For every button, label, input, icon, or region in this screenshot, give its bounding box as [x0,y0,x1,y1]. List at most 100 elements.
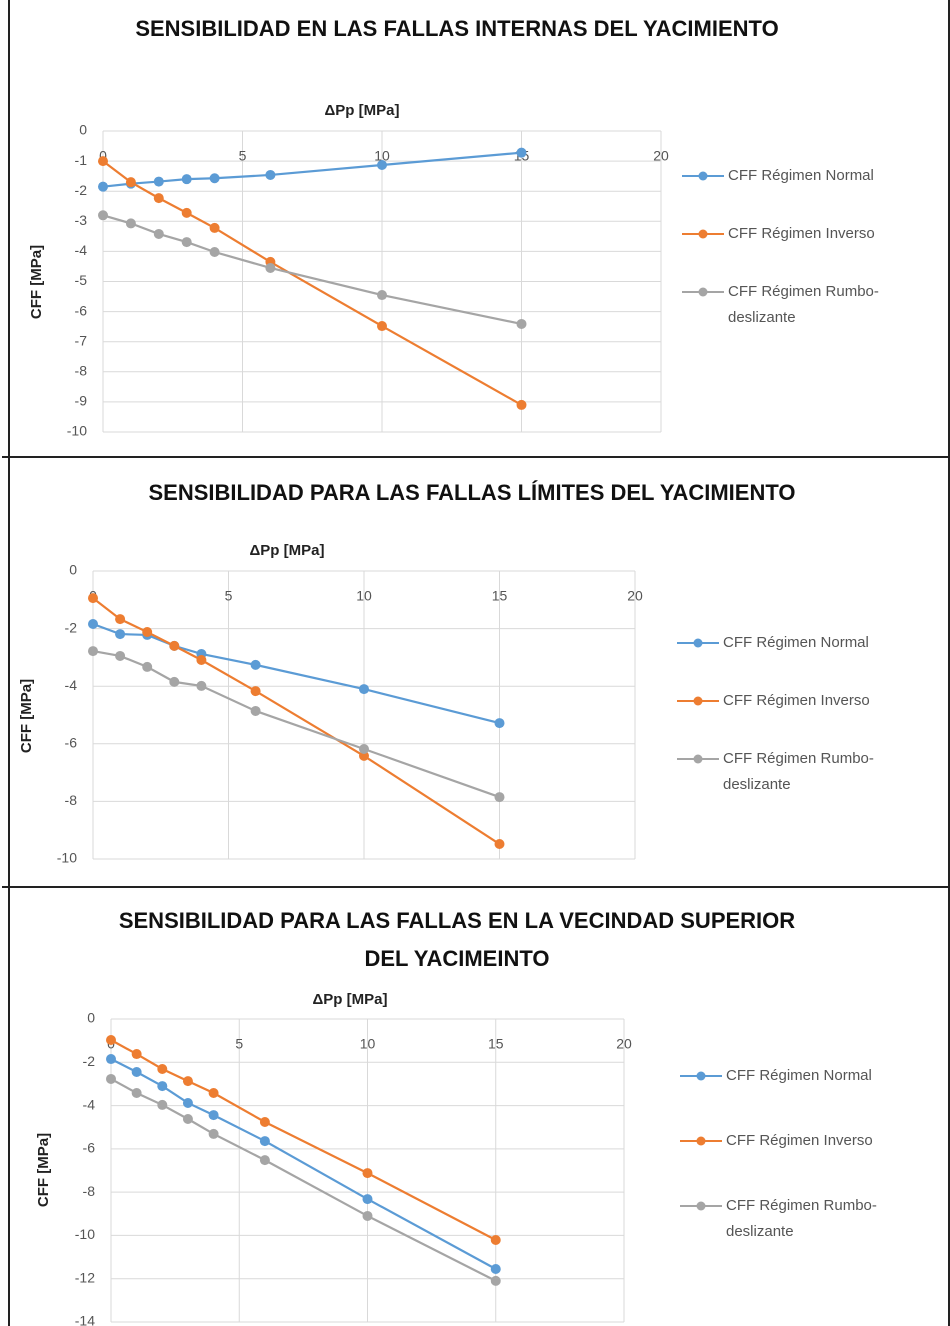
data-point [516,318,527,329]
data-point [157,1081,168,1092]
data-point [182,1076,193,1087]
x-axis-title: ΔPp [MPa] [313,991,388,1008]
y-tick-label: -14 [75,1313,95,1326]
data-point [196,654,207,665]
legend-swatch-dot [698,171,708,181]
chart-title: SENSIBILIDAD PARA LAS FALLAS EN LA VECIN… [118,908,796,971]
legend-entry: CFF Régimen Inverso [680,1128,916,1154]
y-tick-label: -7 [75,332,88,348]
data-point [209,247,220,258]
y-tick-label: -2 [83,1053,96,1069]
data-point [98,156,108,167]
y-axis-title: CFF [MPa] [35,1133,52,1207]
legend-entry: CFF Régimen Normal [677,630,913,656]
legend-swatch [680,1201,722,1211]
data-point [250,705,261,716]
plot: 0-1-2-3-4-5-6-7-8-9-1005101520ΔPp [MPa]C… [28,102,669,439]
legend-swatch [680,1071,722,1081]
data-point [208,1110,219,1121]
legend-swatch-dot [698,287,708,297]
data-point [494,718,505,729]
legend-entry: CFF Régimen Normal [682,163,918,189]
series-line [110,1039,497,1241]
data-point [125,177,136,188]
data-point [359,684,369,695]
legend-entry: CFF Régimen Rumbo-deslizante [682,279,918,331]
legend-label: CFF Régimen Rumbo-deslizante [723,750,874,793]
data-point [106,1073,116,1084]
data-point [490,1234,501,1245]
data-point [259,1155,270,1166]
series-line [110,1077,497,1282]
y-tick-label: 0 [69,562,77,578]
x-tick-label: 20 [627,588,643,604]
data-point [153,193,164,204]
y-tick-label: -8 [75,363,88,379]
legend-swatch [682,229,724,239]
data-point [106,1034,116,1045]
x-tick-label: 20 [653,148,669,164]
y-tick-label: -10 [67,423,87,439]
y-tick-label: -1 [75,152,88,168]
legend-label: CFF Régimen Inverso [728,225,875,242]
legend-label: CFF Régimen Normal [723,634,869,651]
data-point [359,743,369,754]
y-tick-label: -8 [83,1183,96,1199]
legend-swatch [680,1136,722,1146]
y-axis-title: CFF [MPa] [28,245,45,319]
series-line [92,622,500,725]
legend-entry: CFF Régimen Rumbo-deslizante [680,1193,916,1245]
data-point [182,1097,193,1108]
data-point [157,1099,168,1110]
data-point [259,1117,270,1128]
series-line [102,160,523,406]
chart-panel: SENSIBILIDAD PARA LAS FALLAS LÍMITES DEL… [2,458,950,888]
data-point [142,627,153,638]
data-point [209,222,220,233]
data-point [169,676,180,687]
series-line [102,151,522,188]
x-tick-label: 10 [356,588,372,604]
y-tick-label: 0 [87,1010,95,1026]
x-axis-title: ΔPp [MPa] [250,542,325,559]
legend-swatch [677,638,719,648]
data-point [98,210,108,221]
legend-swatch-dot [696,1136,706,1146]
data-point [131,1049,142,1060]
data-point [250,659,261,670]
x-axis-title: ΔPp [MPa] [325,102,400,119]
y-tick-label: -4 [65,677,78,693]
chart-title: SENSIBILIDAD PARA LAS FALLAS LÍMITES DEL… [148,480,796,505]
data-point [494,839,505,850]
data-point [88,593,98,604]
data-point [169,640,180,651]
legend-label: CFF Régimen Inverso [726,1132,873,1149]
legend-label: CFF Régimen Inverso [723,692,870,709]
y-tick-label: -5 [75,272,88,288]
x-tick-label: 5 [225,588,233,604]
y-tick-label: -12 [75,1269,95,1285]
y-tick-label: -6 [75,302,88,318]
data-point [181,237,192,248]
data-point [125,218,136,229]
data-point [208,1088,219,1099]
data-point [265,262,276,273]
legend-swatch [677,696,719,706]
data-point [250,686,261,697]
legend-label: CFF Régimen Rumbo-deslizante [728,283,879,326]
data-point [88,618,98,629]
legend-entry: CFF Régimen Inverso [677,688,913,714]
data-point [181,174,192,185]
data-point [362,1168,373,1179]
x-tick-label: 10 [374,148,390,164]
x-tick-label: 15 [488,1036,504,1052]
y-tick-label: -4 [83,1096,96,1112]
data-point [196,680,207,691]
y-tick-label: -10 [57,850,77,866]
chart-title: SENSIBILIDAD EN LAS FALLAS INTERNAS DEL … [135,16,779,41]
y-tick-label: -2 [65,619,78,635]
chart-panel: SENSIBILIDAD PARA LAS FALLAS EN LA VECIN… [2,888,950,1326]
y-tick-label: -9 [75,393,88,409]
